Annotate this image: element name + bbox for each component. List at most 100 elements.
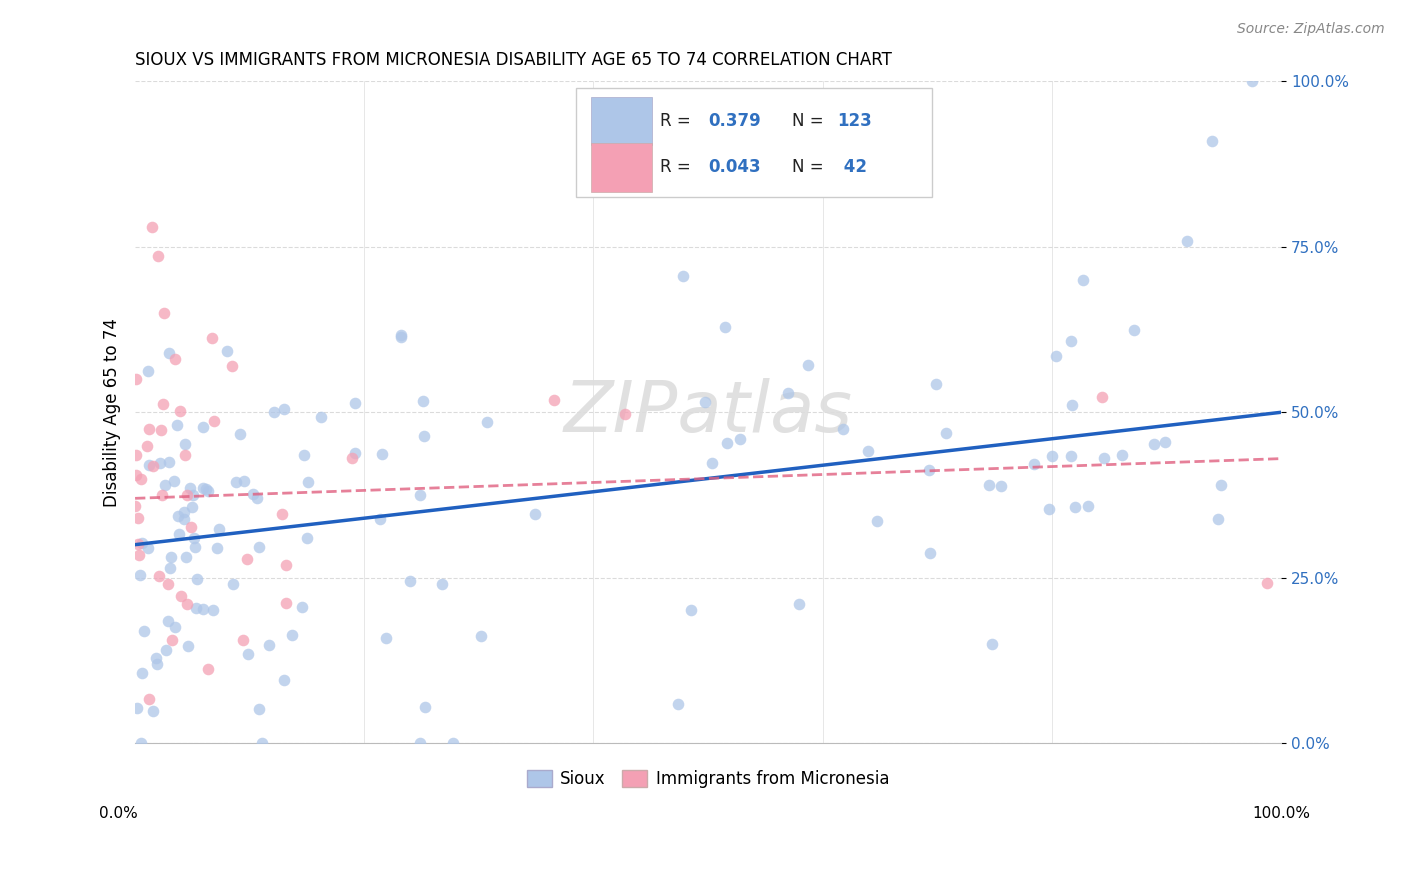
Point (1241, 74, 1264, 88)
Point (432, 576, 454, 591)
Point (413, 428, 436, 442)
Text: 0.379: 0.379 (709, 112, 761, 130)
Point (716, 435, 738, 450)
Point (157, 455, 180, 469)
Point (217, 344, 239, 359)
Point (980, 637, 1002, 651)
Point (246, 491, 269, 505)
Point (152, 397, 174, 411)
Text: N =: N = (792, 159, 828, 177)
Point (309, 410, 332, 425)
FancyBboxPatch shape (576, 88, 932, 197)
Point (441, 736, 464, 750)
Text: R =: R = (659, 112, 696, 130)
Text: 42: 42 (838, 159, 866, 177)
Point (233, 474, 256, 488)
Point (340, 451, 363, 466)
Point (142, 458, 165, 473)
Point (157, 346, 180, 360)
Point (149, 456, 172, 470)
Point (413, 699, 436, 714)
Point (1092, 451, 1115, 466)
Point (225, 475, 247, 489)
Point (179, 482, 201, 496)
Point (730, 433, 752, 447)
Text: SIOUX VS IMMIGRANTS FROM MICRONESIA DISABILITY AGE 65 TO 74 CORRELATION CHART: SIOUX VS IMMIGRANTS FROM MICRONESIA DISA… (135, 51, 891, 69)
Point (160, 549, 183, 564)
Point (274, 558, 297, 573)
Point (138, 692, 160, 706)
Point (280, 628, 302, 642)
Point (174, 448, 197, 462)
Point (177, 639, 200, 653)
Point (543, 393, 565, 408)
Point (399, 574, 422, 588)
Point (1038, 501, 1060, 516)
Point (138, 458, 160, 473)
Point (183, 540, 205, 554)
Point (180, 520, 202, 534)
Point (270, 507, 292, 521)
Point (236, 552, 259, 566)
Point (132, 624, 155, 638)
Point (613, 407, 636, 421)
FancyBboxPatch shape (591, 97, 652, 145)
Point (918, 546, 941, 560)
Point (259, 639, 281, 653)
Point (370, 512, 392, 526)
Point (174, 549, 197, 564)
Point (176, 597, 198, 611)
Point (1256, 575, 1278, 590)
Point (167, 527, 190, 541)
Point (918, 463, 941, 477)
Point (159, 561, 181, 575)
Point (247, 702, 270, 716)
Point (127, 701, 149, 715)
Point (1064, 500, 1087, 514)
Point (125, 467, 148, 482)
Point (412, 394, 434, 409)
Point (343, 396, 366, 410)
Text: N =: N = (792, 112, 828, 130)
Point (170, 589, 193, 603)
Point (865, 514, 887, 528)
Text: R =: R = (659, 159, 696, 177)
Point (165, 352, 187, 367)
Point (131, 536, 153, 550)
Point (666, 698, 689, 712)
Point (148, 569, 170, 583)
Point (146, 657, 169, 671)
Point (1071, 273, 1094, 287)
Point (924, 377, 946, 392)
Point (136, 363, 159, 377)
Point (1153, 435, 1175, 450)
Point (1201, 134, 1223, 148)
Point (297, 475, 319, 489)
Point (273, 401, 295, 416)
Point (131, 736, 153, 750)
Point (183, 532, 205, 546)
Point (131, 472, 153, 486)
Point (1022, 457, 1045, 471)
Point (1060, 398, 1083, 412)
Point (858, 443, 880, 458)
Point (202, 414, 225, 428)
Point (131, 666, 153, 681)
Point (375, 631, 398, 645)
Text: 100.0%: 100.0% (1253, 806, 1310, 822)
Point (831, 422, 853, 436)
Point (145, 650, 167, 665)
Point (153, 478, 176, 492)
Point (1122, 323, 1144, 337)
Point (202, 602, 225, 616)
Point (197, 662, 219, 676)
Y-axis label: Disability Age 65 to 74: Disability Age 65 to 74 (103, 318, 121, 507)
Point (221, 359, 243, 373)
Point (127, 511, 149, 525)
Point (128, 548, 150, 562)
Point (184, 600, 207, 615)
Point (169, 404, 191, 418)
Point (273, 673, 295, 688)
Point (129, 568, 152, 582)
Point (191, 481, 214, 495)
